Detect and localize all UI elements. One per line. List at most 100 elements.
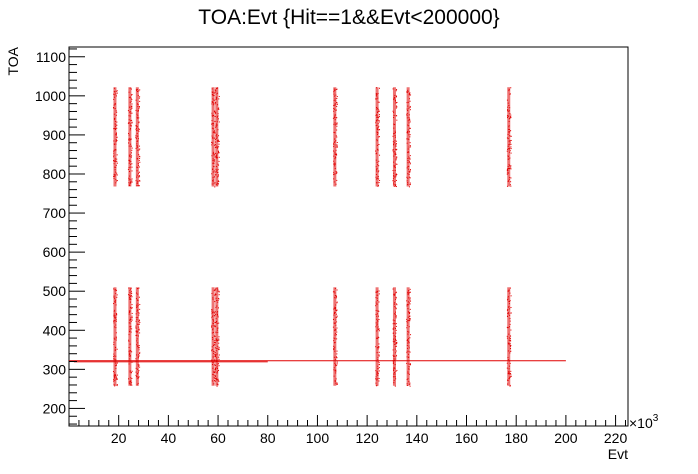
data-point	[393, 114, 395, 116]
data-point	[392, 368, 394, 370]
data-point	[334, 329, 336, 331]
data-point	[409, 134, 411, 136]
data-point	[129, 307, 131, 309]
data-point	[215, 331, 217, 333]
data-point	[334, 322, 336, 324]
data-point	[131, 122, 133, 124]
data-point	[335, 313, 337, 315]
data-point	[508, 339, 510, 341]
data-point	[115, 304, 117, 306]
data-point	[409, 299, 411, 301]
data-point	[333, 337, 335, 339]
data-point	[377, 358, 379, 360]
event-cluster	[392, 87, 398, 387]
data-point	[333, 314, 335, 316]
data-point	[131, 328, 133, 330]
data-point	[218, 121, 220, 123]
data-point	[137, 309, 139, 311]
data-point	[377, 372, 379, 374]
data-point	[409, 92, 411, 94]
data-point	[406, 151, 408, 153]
data-point	[409, 297, 411, 299]
data-point	[508, 289, 510, 291]
data-point	[393, 184, 395, 186]
x-tick-label: 80	[260, 430, 276, 446]
data-point	[333, 155, 335, 157]
data-point	[334, 358, 336, 360]
data-point	[378, 355, 380, 357]
event-cluster	[506, 87, 512, 387]
data-point	[392, 110, 394, 112]
data-point	[212, 101, 214, 103]
data-point	[376, 374, 378, 376]
data-point	[333, 369, 335, 371]
data-point	[217, 168, 219, 170]
data-point	[217, 115, 219, 117]
data-point	[215, 354, 217, 356]
data-point	[138, 376, 140, 378]
data-point	[131, 312, 133, 314]
data-point	[115, 135, 117, 137]
data-point	[217, 327, 219, 329]
data-point	[139, 366, 141, 368]
data-point	[395, 174, 397, 176]
data-point	[407, 183, 409, 185]
data-point	[214, 301, 216, 303]
data-point	[116, 154, 118, 156]
data-point	[394, 185, 396, 187]
data-point	[211, 349, 213, 351]
data-point	[407, 148, 409, 150]
data-point	[335, 89, 337, 91]
data-point	[213, 353, 215, 355]
data-point	[213, 92, 215, 94]
data-point	[336, 338, 338, 340]
data-point	[113, 320, 115, 322]
data-point	[138, 377, 140, 379]
cluster-band	[507, 287, 511, 386]
data-point	[113, 314, 115, 316]
data-point	[395, 336, 397, 338]
data-point	[211, 380, 213, 382]
data-point	[333, 123, 335, 125]
data-point	[333, 146, 335, 148]
data-point	[130, 288, 132, 290]
data-point	[375, 382, 377, 384]
data-point	[216, 360, 218, 362]
data-point	[507, 359, 509, 361]
data-point	[394, 320, 396, 322]
data-point	[137, 288, 139, 290]
data-point	[377, 110, 379, 112]
data-point	[406, 138, 408, 140]
data-point	[116, 172, 118, 174]
data-point	[137, 110, 139, 112]
data-point	[509, 300, 511, 302]
data-point	[408, 134, 410, 136]
data-point	[378, 364, 380, 366]
event-cluster	[332, 87, 338, 386]
data-point	[116, 294, 118, 296]
y-tick-label: 700	[43, 205, 67, 221]
data-point	[409, 177, 411, 179]
data-point	[377, 294, 379, 296]
data-point	[376, 139, 378, 141]
data-point	[334, 151, 336, 153]
data-point	[129, 322, 131, 324]
data-point	[407, 151, 409, 153]
data-point	[407, 105, 409, 107]
data-point	[129, 327, 131, 329]
data-point	[137, 312, 139, 314]
data-point	[509, 376, 511, 378]
data-point	[137, 185, 139, 187]
data-point	[507, 312, 509, 314]
data-point	[215, 183, 217, 185]
data-point	[509, 147, 511, 149]
data-point	[510, 143, 512, 145]
data-point	[506, 173, 508, 175]
data-point	[128, 363, 130, 365]
x-tick-label: 160	[455, 430, 479, 446]
data-point	[407, 109, 409, 111]
data-point	[212, 95, 214, 97]
data-point	[136, 143, 138, 145]
data-point	[139, 89, 141, 91]
data-point	[508, 373, 510, 375]
